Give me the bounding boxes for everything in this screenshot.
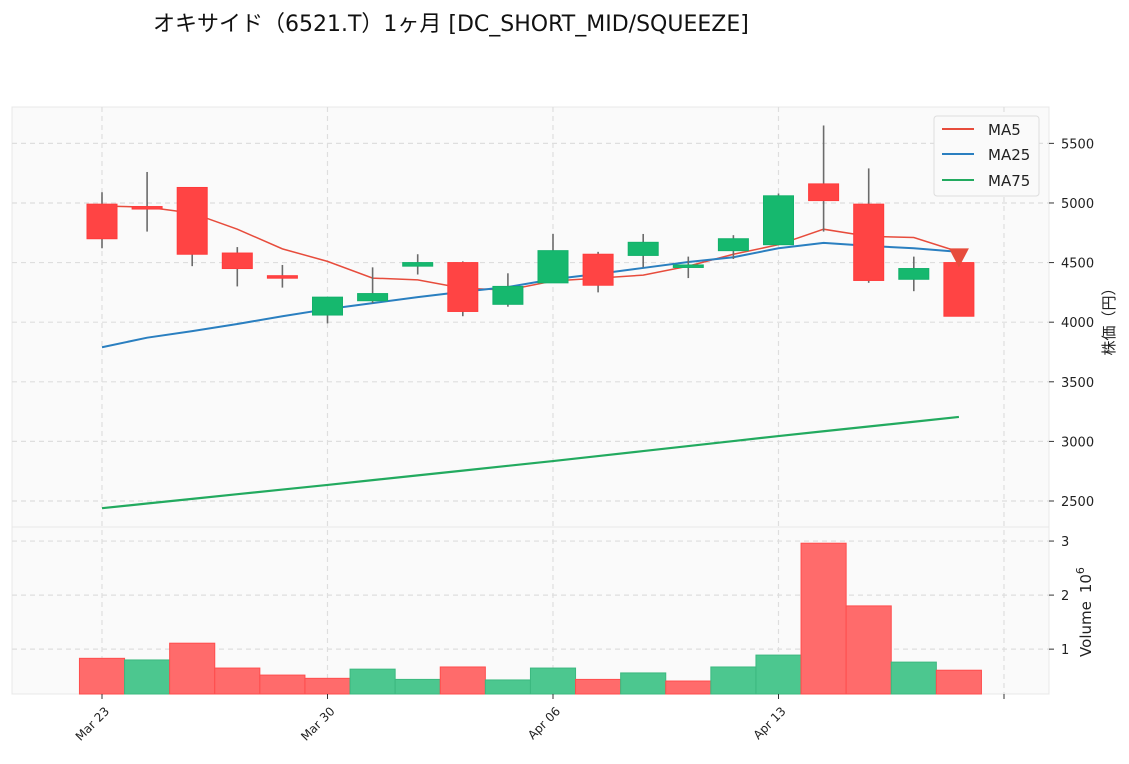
candle-body: [312, 296, 343, 316]
candle-body: [221, 252, 253, 270]
x-tick-label: Apr 06: [525, 704, 563, 742]
x-tick-label: Apr 13: [751, 704, 789, 742]
candle-body: [492, 285, 524, 305]
volume-bar: [575, 678, 622, 695]
candle-body: [176, 186, 208, 255]
candle-body: [402, 262, 434, 267]
ma-line-ma5: [101, 205, 960, 291]
volume-bar: [78, 657, 126, 695]
y-tick-label: 3000: [1061, 435, 1094, 450]
volume-label-text: Volume: [1077, 601, 1095, 657]
volume-bar: [620, 672, 667, 695]
legend-label-ma75: MA75: [988, 172, 1030, 190]
volume-tick-label: 1: [1061, 643, 1069, 658]
volume-bar: [890, 661, 937, 695]
volume-bar: [439, 666, 486, 695]
legend-label-ma5: MA5: [988, 121, 1021, 139]
volume-bar: [394, 678, 441, 695]
volume-bar: [169, 642, 216, 695]
sell-signal-marker: [948, 248, 969, 268]
volume-bar: [484, 679, 531, 695]
candle-body: [943, 262, 975, 317]
candle-body: [266, 275, 298, 279]
volume-bar: [214, 667, 261, 695]
y-tick-label: 4500: [1061, 257, 1094, 272]
price-panel: [11, 106, 1050, 528]
volume-unit-base: 10: [1077, 574, 1095, 593]
volume-tick-label: 2: [1061, 589, 1069, 604]
ma-line-ma25: [101, 241, 959, 349]
volume-bar: [304, 677, 351, 695]
volume-bar: [710, 666, 757, 695]
y-tick-label: 4000: [1061, 316, 1094, 331]
ma-line-ma75: [101, 415, 960, 510]
candle-body: [86, 203, 118, 240]
y-axis-label: 株価（円）: [1100, 280, 1118, 355]
volume-bar: [755, 654, 802, 695]
y-tick-label: 2500: [1061, 495, 1094, 510]
volume-bar: [800, 542, 847, 695]
legend-label-ma25: MA25: [988, 146, 1030, 164]
candle-body: [808, 183, 840, 202]
candle-body: [853, 203, 885, 281]
candle-body: [717, 238, 749, 252]
x-tick-label: Mar 30: [298, 704, 337, 743]
candle-body: [763, 195, 794, 246]
legend: MA5 MA25 MA75: [933, 115, 1040, 197]
candle-body: [672, 264, 704, 268]
volume-bar: [349, 668, 396, 695]
volume-tick-label: 3: [1061, 535, 1069, 550]
candle-body: [898, 268, 930, 280]
volume-bar: [529, 667, 577, 695]
volume-unit-exponent: 6: [1074, 567, 1087, 574]
candle-body: [357, 293, 389, 302]
candle-body: [131, 206, 163, 210]
y-tick-label: 3500: [1061, 376, 1094, 391]
chart-title: オキサイド（6521.T）1ヶ月 [DC_SHORT_MID/SQUEEZE]: [153, 12, 749, 37]
volume-bar: [935, 669, 982, 695]
candle-body: [447, 262, 479, 312]
volume-bar: [124, 659, 171, 695]
y-tick-label: 5500: [1061, 137, 1094, 152]
y-tick-label: 5000: [1061, 197, 1094, 212]
candle-body: [582, 253, 614, 286]
x-tick-label: Mar 23: [73, 704, 112, 743]
volume-axis-label: Volume 106: [1074, 567, 1095, 657]
volume-bar: [845, 605, 892, 695]
candle-body: [627, 241, 659, 256]
volume-bar: [259, 674, 306, 695]
candle-body: [537, 250, 569, 284]
volume-bar: [665, 680, 712, 695]
